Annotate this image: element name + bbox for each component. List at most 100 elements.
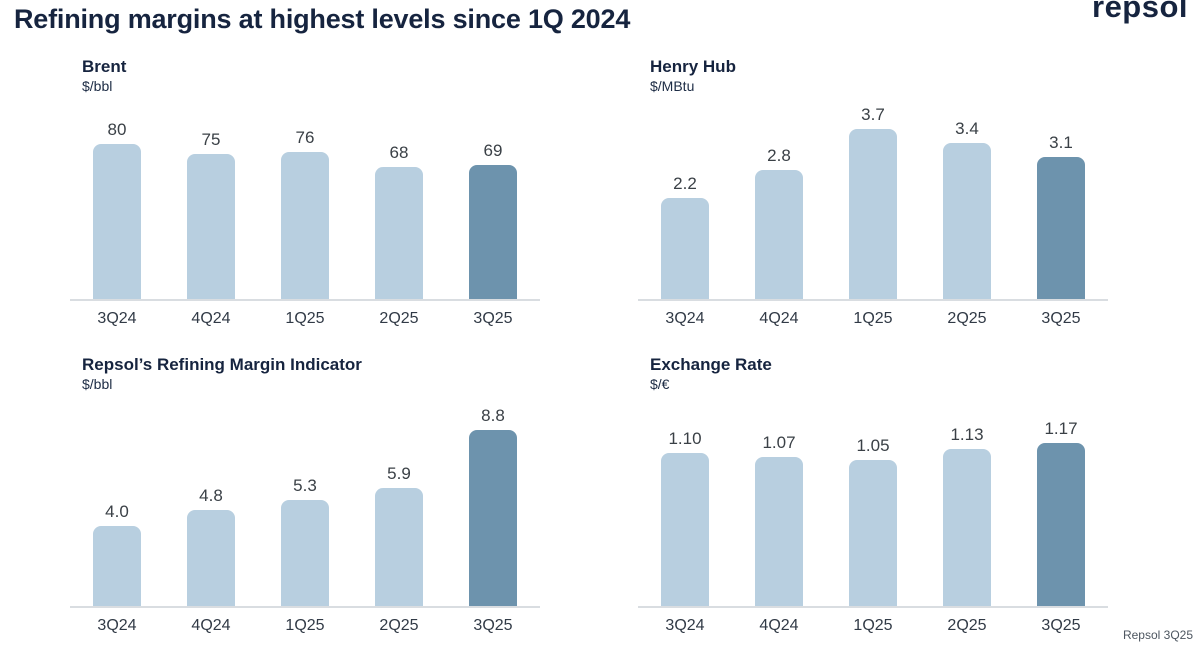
bar [849, 460, 897, 606]
bar-group-4q24: 2.8 [732, 146, 826, 299]
bar-value-label: 1.07 [762, 433, 796, 452]
x-axis-tick-label: 3Q24 [97, 617, 137, 634]
x-axis-tick-label: 3Q25 [1041, 617, 1081, 634]
bar-value-label: 5.3 [293, 476, 317, 495]
x-axis-tick-label: 3Q24 [665, 617, 705, 634]
bar-group-2q25: 1.13 [920, 425, 1014, 606]
x-axis-tick-label: 1Q25 [285, 310, 325, 327]
bar-plot: 1.10 1.07 1.05 1.13 1.17 [638, 404, 1108, 608]
bar-group-3q24: 1.10 [638, 429, 732, 606]
bar-group-2q25: 3.4 [920, 119, 1014, 299]
x-axis-tick-label: 1Q25 [285, 617, 325, 634]
chart-title: Brent [82, 57, 127, 76]
bar-group-4q24: 4.8 [164, 486, 258, 606]
chart-henry-hub: Henry Hub $/MBtu 2.2 2.8 3.7 3.4 3.1 3Q24 4Q2… [638, 56, 1108, 328]
bar-group-2q25: 68 [352, 143, 446, 299]
bar-group-4q24: 75 [164, 130, 258, 299]
x-axis-tick-label: 2Q25 [947, 617, 987, 634]
footer-note: Repsol 3Q25 [1122, 628, 1193, 642]
bar-group-3q25: 1.17 [1014, 419, 1108, 606]
x-axis-tick-label: 2Q25 [947, 310, 987, 327]
x-axis-tick-label: 1Q25 [853, 310, 893, 327]
x-axis-tick-label: 1Q25 [853, 617, 893, 634]
bar [849, 129, 897, 299]
x-axis-tick-label: 3Q24 [665, 310, 705, 327]
bar-value-label: 5.9 [387, 464, 411, 483]
bar-group-1q25: 76 [258, 128, 352, 299]
bar [93, 144, 141, 299]
bar-group-3q24: 80 [70, 120, 164, 299]
bar-value-label: 1.05 [856, 436, 890, 455]
x-axis-tick-label: 2Q25 [379, 310, 419, 327]
bar [375, 167, 423, 299]
x-axis: 3Q24 4Q24 1Q25 2Q25 3Q25 [638, 301, 1108, 328]
bar-group-3q25: 8.8 [446, 406, 540, 606]
bar [661, 453, 709, 606]
bar [1037, 443, 1085, 606]
chart-exchange-rate: Exchange Rate $/€ 1.10 1.07 1.05 1.13 1.17 3… [638, 354, 1108, 635]
bar [187, 510, 235, 606]
bar [281, 152, 329, 299]
x-axis-tick-label: 2Q25 [379, 617, 419, 634]
x-axis: 3Q24 4Q24 1Q25 2Q25 3Q25 [638, 608, 1108, 635]
bar-value-label: 2.2 [673, 174, 697, 193]
bar-value-label: 4.8 [199, 486, 223, 505]
bar-plot: 2.2 2.8 3.7 3.4 3.1 [638, 105, 1108, 301]
bar [281, 500, 329, 606]
x-axis: 3Q24 4Q24 1Q25 2Q25 3Q25 [70, 608, 540, 635]
chart-unit-label: $/bbl [82, 78, 113, 94]
bar-plot: 4.0 4.8 5.3 5.9 8.8 [70, 404, 540, 608]
bar-value-label: 1.13 [950, 425, 984, 444]
bar-value-label: 8.8 [481, 406, 505, 425]
chart-title: Exchange Rate [650, 355, 772, 374]
bar-value-label: 4.0 [105, 502, 129, 521]
x-axis-tick-label: 3Q25 [1041, 310, 1081, 327]
bar-value-label: 76 [295, 128, 315, 147]
bar-value-label: 2.8 [767, 146, 791, 165]
x-axis-tick-label: 4Q24 [191, 310, 231, 327]
bar-plot: 80 75 76 68 69 [70, 106, 540, 301]
x-axis-tick-label: 3Q25 [473, 617, 513, 634]
chart-unit-label: $/MBtu [650, 78, 695, 94]
bar-value-label: 75 [201, 130, 221, 149]
bar [375, 488, 423, 606]
bar-value-label: 68 [389, 143, 409, 162]
bar [469, 430, 517, 606]
chart-unit-label: $/bbl [82, 376, 113, 392]
repsol-logo-text: repsol [1092, 0, 1189, 24]
x-axis-tick-label: 4Q24 [759, 310, 799, 327]
page-title: Refining margins at highest levels since… [14, 4, 631, 34]
chart-refining-margin-indicator: Repsol’s Refining Margin Indicator $/bbl… [70, 354, 540, 635]
bar-group-3q25: 3.1 [1014, 133, 1108, 299]
bar-group-3q25: 69 [446, 141, 540, 299]
x-axis-tick-label: 3Q25 [473, 310, 513, 327]
bar-value-label: 1.10 [668, 429, 702, 448]
bar-group-1q25: 5.3 [258, 476, 352, 606]
bar [187, 154, 235, 299]
bar-value-label: 3.4 [955, 119, 979, 138]
bar [755, 170, 803, 299]
bar-group-1q25: 3.7 [826, 105, 920, 299]
bar-group-1q25: 1.05 [826, 436, 920, 606]
chart-title: Repsol’s Refining Margin Indicator [82, 355, 362, 374]
bar-group-4q24: 1.07 [732, 433, 826, 606]
bar [1037, 157, 1085, 299]
chart-unit-label: $/€ [650, 376, 670, 392]
repsol-logo: repsol [1092, 0, 1198, 27]
bar-group-3q24: 2.2 [638, 174, 732, 299]
x-axis-tick-label: 3Q24 [97, 310, 137, 327]
x-axis-tick-label: 4Q24 [191, 617, 231, 634]
bar-group-2q25: 5.9 [352, 464, 446, 606]
chart-title: Henry Hub [650, 57, 736, 76]
bar [755, 457, 803, 606]
bar-group-3q24: 4.0 [70, 502, 164, 606]
bar [943, 449, 991, 606]
bar [661, 198, 709, 299]
chart-brent: Brent $/bbl 80 75 76 68 69 3Q24 4Q24 1Q25 2Q25 3… [70, 56, 540, 328]
bar-value-label: 3.7 [861, 105, 885, 124]
bar-value-label: 80 [107, 120, 127, 139]
x-axis: 3Q24 4Q24 1Q25 2Q25 3Q25 [70, 301, 540, 328]
bar [469, 165, 517, 299]
bar-value-label: 69 [483, 141, 503, 160]
